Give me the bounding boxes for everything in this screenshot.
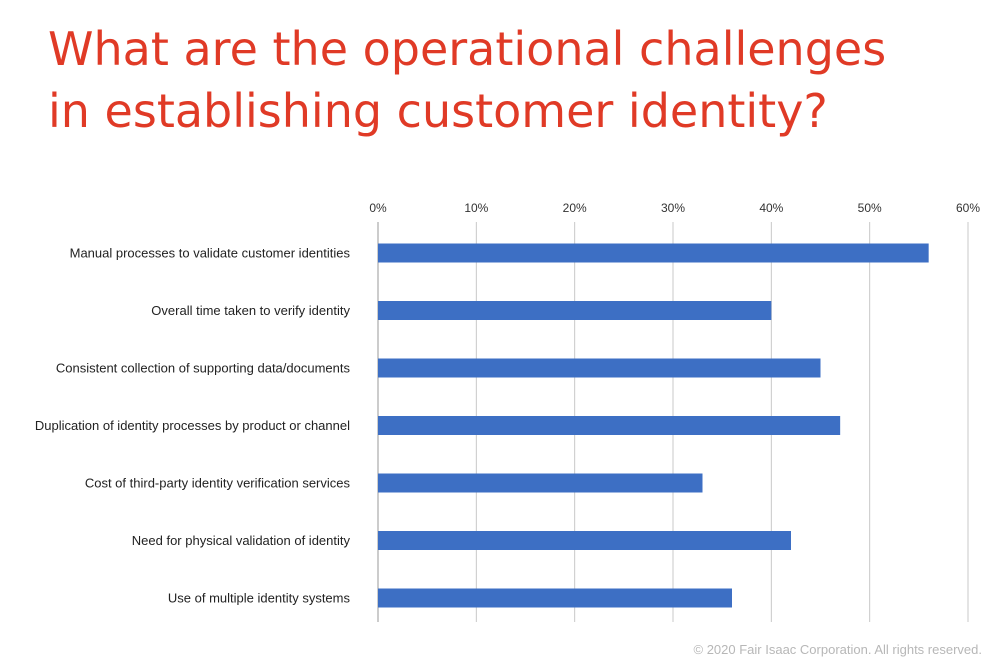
bar [378, 531, 791, 550]
x-tick-label: 50% [858, 201, 882, 215]
category-label: Duplication of identity processes by pro… [35, 418, 350, 433]
category-label: Cost of third-party identity verificatio… [85, 476, 351, 491]
bar [378, 301, 772, 320]
x-tick-label: 40% [759, 201, 783, 215]
x-tick-label: 30% [661, 201, 685, 215]
x-tick-label: 20% [563, 201, 587, 215]
bar [378, 416, 841, 435]
title-line-1: What are the operational challenges [48, 22, 887, 76]
bar [378, 473, 703, 493]
copyright-notice: © 2020 Fair Isaac Corporation. All right… [693, 642, 983, 657]
category-label: Manual processes to validate customer id… [70, 246, 351, 261]
category-label: Consistent collection of supporting data… [56, 361, 351, 376]
x-tick-label: 0% [369, 201, 387, 215]
category-label: Use of multiple identity systems [168, 591, 351, 606]
category-label: Need for physical validation of identity [132, 533, 351, 548]
page-title: What are the operational challenges in e… [48, 18, 988, 142]
x-tick-label: 10% [464, 201, 488, 215]
bar [378, 358, 821, 378]
x-tick-label: 60% [956, 201, 980, 215]
bar [378, 243, 929, 263]
bar [378, 588, 732, 608]
title-line-2: in establishing customer identity? [48, 84, 828, 138]
category-label: Overall time taken to verify identity [151, 303, 350, 318]
